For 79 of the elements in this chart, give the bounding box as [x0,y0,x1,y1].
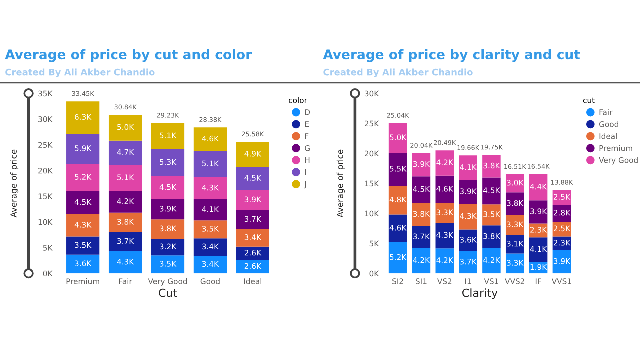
bar [66,191,100,215]
bar [66,236,100,255]
bar [108,232,142,252]
bar [108,114,142,141]
bar [482,155,501,178]
bar [388,214,408,242]
bar [506,235,524,254]
bar [506,254,524,274]
x-axis-title: Clarity [462,288,498,300]
bar [151,200,185,220]
bar [66,254,100,274]
bar [552,205,572,222]
bar [459,230,478,252]
bar [236,229,270,247]
bar [66,102,100,134]
bar [194,128,228,152]
bar [388,186,408,215]
bar [236,210,270,230]
bar [151,256,185,274]
bar [66,134,100,164]
bar [151,239,185,256]
chart-title: Average of price by cut and color [5,49,252,62]
bar [459,180,478,204]
bar [412,153,431,177]
bar [529,238,548,262]
bar [194,256,228,274]
bar [552,250,572,274]
bar [529,174,548,201]
bar [388,123,408,154]
bar [412,176,431,204]
bar [459,156,478,180]
bar [412,226,431,248]
bar [412,248,431,274]
bar [236,167,270,190]
bar [529,200,548,224]
bar [151,149,185,176]
bar [482,226,501,248]
x-axis-title: Cut [159,288,178,298]
bar [388,242,408,274]
bar [506,215,524,236]
bar [436,176,454,204]
y-axis-title: Average of price [336,150,345,218]
bar [236,190,270,210]
bar [108,251,142,274]
bar [108,165,142,192]
bar [436,223,454,249]
bar [194,177,228,200]
bar [66,214,100,237]
bar [436,248,454,274]
bar [412,203,431,226]
bar [482,204,501,226]
bar [436,150,454,176]
bar [388,153,408,186]
bar [459,204,478,230]
bar [108,140,142,166]
bar [506,174,524,193]
bar [436,203,454,224]
y-axis-title: Average of price [10,150,19,218]
bar [108,191,142,213]
bar [506,192,524,216]
chart-title: Average of price by clarity and cut [323,49,580,62]
bar [151,220,185,240]
bar [66,164,100,192]
bar [194,238,228,256]
bar [236,142,270,168]
bar [194,200,228,221]
bar [236,260,270,274]
bar [552,222,572,237]
bar [151,123,185,150]
bar [236,246,270,260]
chart-subtitle: Created By Ali Akber Chandio [324,68,473,78]
chart-subtitle: Created By Ali Akber Chandio [6,68,155,78]
bar [151,176,185,200]
bar [482,248,501,274]
bar [108,212,142,232]
bar [194,220,228,239]
bar [482,178,501,205]
bar [194,151,228,178]
bar [459,251,478,274]
